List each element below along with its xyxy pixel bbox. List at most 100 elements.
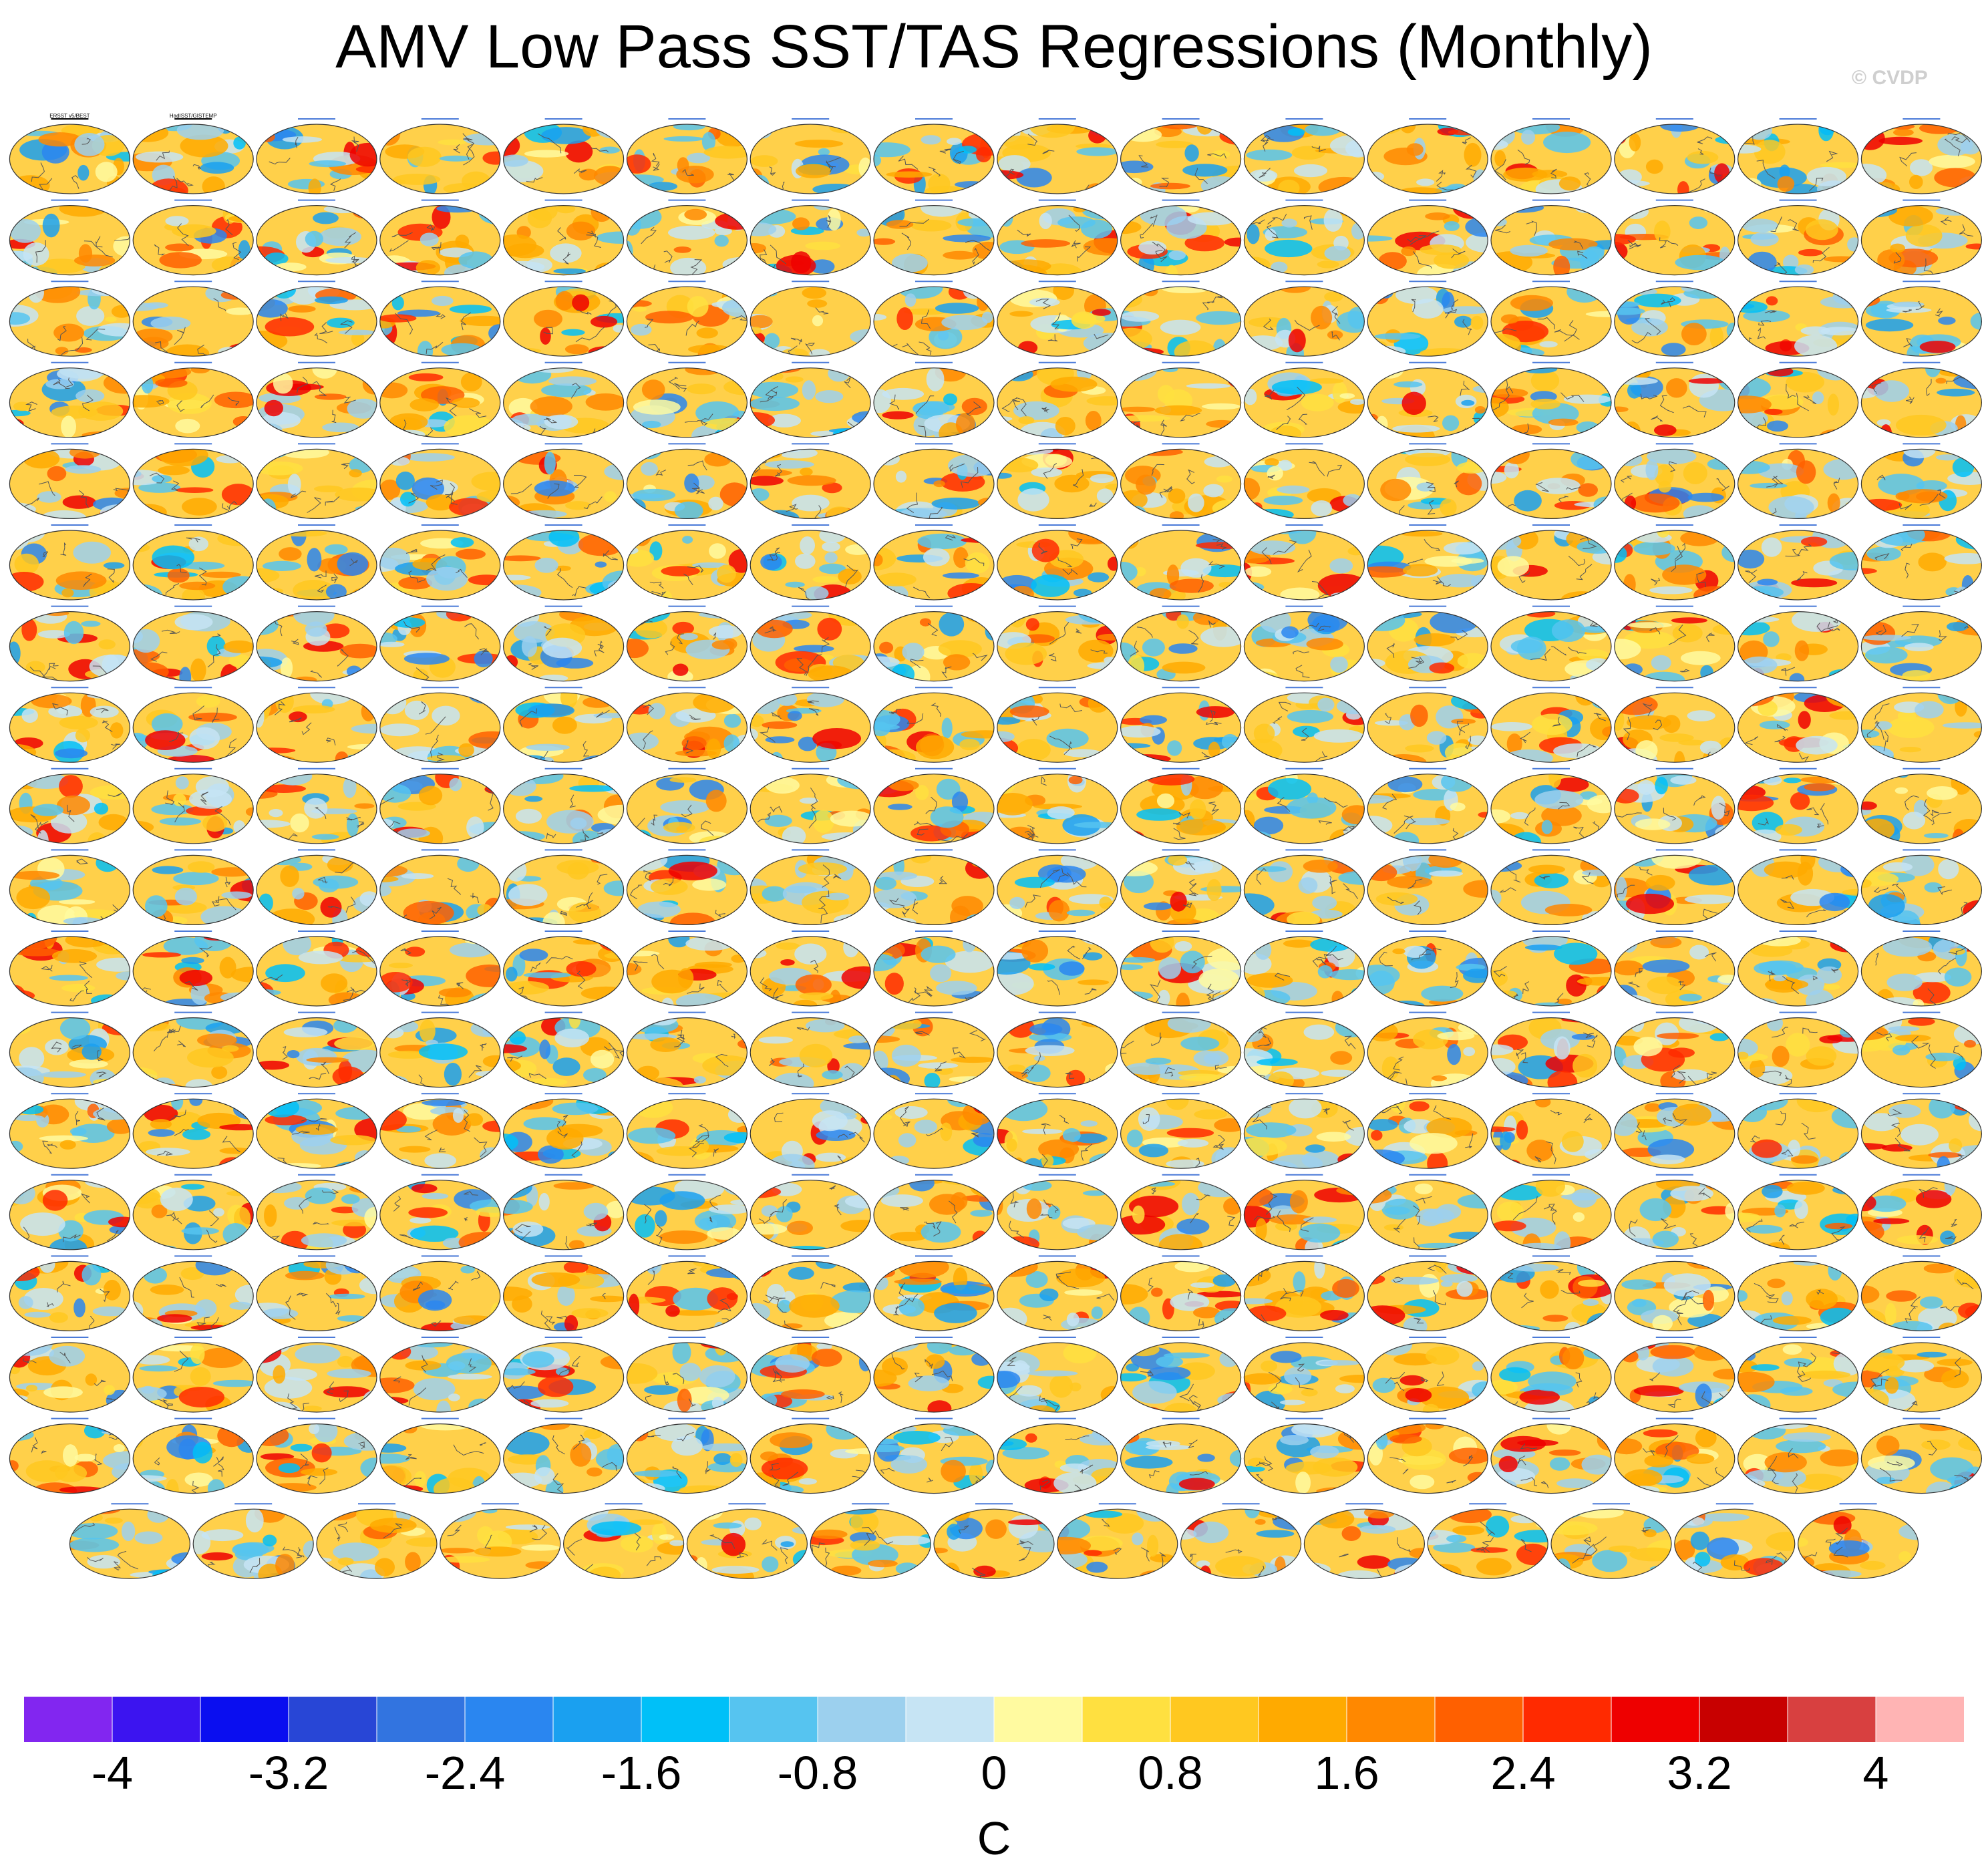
regression-map-panel (133, 929, 273, 1009)
regression-map-panel (1346, 1172, 1506, 1257)
regression-map-panel (986, 1172, 1120, 1254)
regression-map-panel (1359, 607, 1494, 684)
regression-map-panel (489, 118, 639, 194)
regression-map-panel (1225, 850, 1387, 932)
regression-map-panel (1238, 1417, 1381, 1495)
regression-map-panel (1611, 1419, 1734, 1502)
regression-map-panel (868, 363, 994, 444)
regression-map-panel (489, 444, 642, 522)
regression-map-panel (1105, 603, 1251, 683)
regression-map-panel (734, 363, 886, 440)
colorbar-swatch (1699, 1697, 1788, 1742)
regression-map-panel (1729, 444, 1864, 521)
regression-map-panel (257, 1175, 388, 1254)
regression-map-panel (0, 1332, 134, 1417)
regression-map-panel (1491, 1256, 1617, 1340)
regression-map-panel (617, 930, 750, 1013)
regression-map-panel (983, 1419, 1135, 1495)
regression-map-panel (1723, 684, 1872, 768)
regression-map-panel (237, 1337, 398, 1421)
regression-map-panel (1726, 118, 1863, 202)
regression-map-panel (1345, 196, 1506, 284)
regression-map-panel (484, 1175, 626, 1252)
regression-map-panel (1110, 769, 1244, 849)
regression-map-panel (983, 850, 1134, 924)
regression-map-panel (1597, 200, 1756, 280)
regression-map-panel (617, 119, 753, 194)
regression-map-panel (302, 1499, 446, 1587)
regression-map-panel (1723, 281, 1875, 357)
regression-map-panel (1861, 1419, 1988, 1503)
regression-map-panel (1540, 1502, 1693, 1580)
regression-map-panel (1240, 607, 1367, 686)
regression-map-panel (997, 281, 1133, 356)
regression-map-panel (0, 1013, 142, 1089)
regression-map-panel (0, 1250, 130, 1335)
regression-map-panel (1615, 444, 1735, 522)
regression-map-panel (1230, 200, 1365, 275)
regression-map-panel (627, 363, 766, 448)
regression-map-panel (619, 523, 758, 605)
regression-map-panel (1356, 525, 1500, 600)
colorbar-tick-label: 2.4 (1443, 1746, 1603, 1800)
regression-map-panel (1363, 444, 1502, 524)
regression-map-panel (359, 847, 516, 932)
regression-map-panel (1721, 357, 1858, 444)
regression-map-panel (1613, 767, 1744, 844)
regression-map-panel (613, 1332, 758, 1419)
regression-map-panel (863, 1175, 1008, 1250)
regression-map-panel (376, 200, 512, 285)
regression-map-panel (0, 926, 143, 1007)
regression-map-panel (1611, 687, 1738, 772)
regression-map-panel (748, 603, 879, 683)
regression-map-panel (430, 1500, 574, 1586)
colorbar-swatch (112, 1697, 201, 1742)
regression-map-panel (983, 931, 1133, 1006)
regression-map-panel (482, 1011, 624, 1087)
regression-map-panel (855, 850, 1006, 928)
regression-map-panel (1171, 1500, 1321, 1585)
regression-map-panel (1736, 524, 1877, 610)
regression-map-panel (858, 769, 1001, 844)
regression-map-panel (115, 444, 255, 520)
regression-map-panel (862, 277, 1001, 357)
regression-map-panel (854, 525, 1008, 605)
regression-map-panel (988, 1256, 1136, 1339)
regression-map-panel (245, 1254, 389, 1331)
colorbar-tick-label: -4 (32, 1746, 192, 1800)
colorbar-swatch (289, 1697, 377, 1742)
regression-map-panel (366, 766, 517, 850)
regression-map-panel (737, 1418, 891, 1501)
regression-map-panel (613, 281, 764, 367)
regression-map-panel (367, 607, 508, 689)
regression-map-panel (1111, 850, 1251, 930)
regression-map-panel (1105, 1172, 1261, 1258)
regression-map-panel (1230, 1175, 1379, 1258)
regression-map-panel (976, 113, 1122, 203)
regression-map-panel (1476, 444, 1621, 523)
regression-map-panel (1111, 359, 1255, 446)
regression-map-panel (53, 1504, 211, 1580)
regression-map-panel (7, 607, 152, 685)
regression-map-panel (1848, 769, 1985, 849)
regression-map-panel (1601, 1170, 1746, 1250)
colorbar-tick-label: 1.6 (1267, 1746, 1427, 1800)
regression-map-panel (246, 442, 398, 520)
colorbar-units-label: C (0, 1812, 1988, 1865)
regression-map-panel (1606, 1012, 1745, 1093)
regression-map-panel (1106, 200, 1253, 283)
regression-map-panel (860, 1336, 1017, 1417)
regression-map-panel (1850, 524, 1988, 609)
regression-map-panel (866, 1091, 1017, 1168)
regression-map-panel (117, 769, 261, 844)
regression-map-panel (856, 931, 995, 1009)
colorbar-tick-label: 0.8 (1090, 1746, 1251, 1800)
colorbar-swatch (1082, 1697, 1171, 1742)
regression-map-panel (3, 850, 130, 931)
regression-map-panel (739, 1093, 878, 1177)
regression-map-panel (1491, 607, 1621, 683)
regression-map-panel (1841, 1009, 1988, 1087)
regression-map-panel (1606, 281, 1739, 356)
colorbar-tick-label: -1.6 (561, 1746, 721, 1800)
regression-map-panel (1106, 281, 1244, 365)
